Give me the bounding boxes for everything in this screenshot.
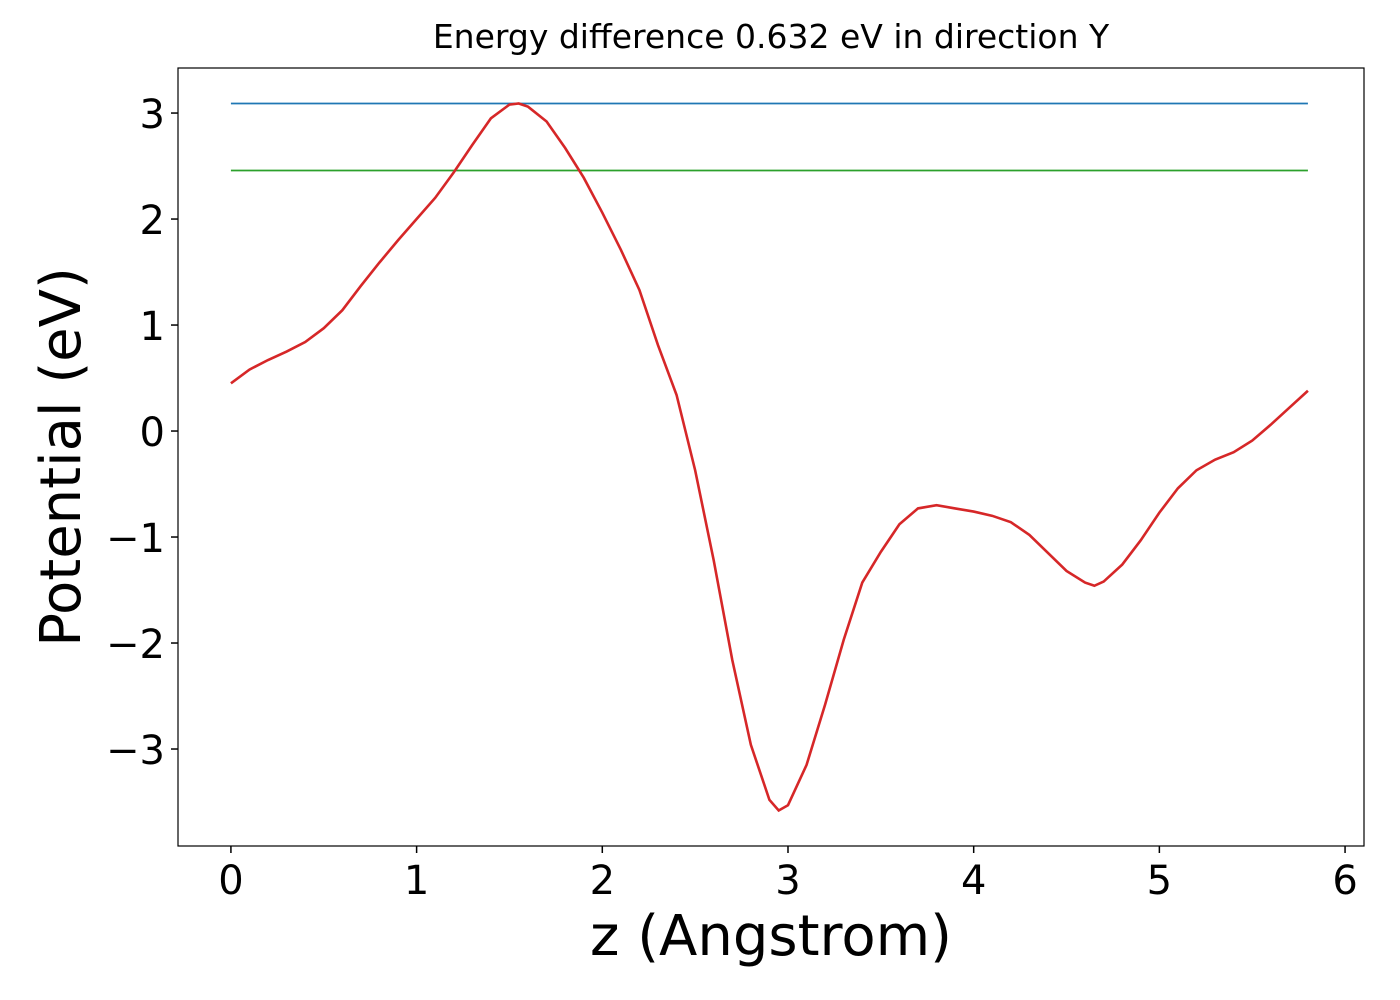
x-tick-label: 2 [590,858,615,904]
y-tick-label: 1 [140,304,165,350]
y-tick-label: −3 [106,728,165,774]
y-tick-label: 3 [140,92,165,138]
x-tick-label: 3 [775,858,800,904]
y-axis-label: Potential (eV) [29,267,94,647]
line [230,102,1309,813]
x-tick-label: 6 [1332,858,1357,904]
y-tick-label: −2 [106,622,165,668]
x-tick-label: 0 [218,858,243,904]
x-tick-label: 1 [404,858,429,904]
y-tick-label: 0 [140,410,165,456]
x-axis-label: z (Angstrom) [590,904,952,969]
y-tick-label: 2 [140,198,165,244]
chart-title: Energy difference 0.632 eV in direction … [433,17,1110,56]
y-tick-label: −1 [106,516,165,562]
x-tick-label: 5 [1147,858,1172,904]
plot-frame [177,67,1365,847]
x-tick-label: 4 [961,858,986,904]
